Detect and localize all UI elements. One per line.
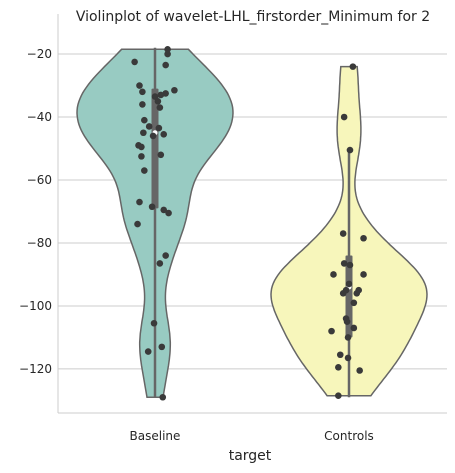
data-point: [335, 364, 342, 371]
data-point: [144, 348, 152, 355]
data-point: [131, 58, 138, 66]
y-tick-label: −120: [19, 362, 52, 376]
data-point: [360, 234, 367, 242]
data-point: [136, 198, 143, 206]
y-tick-label: −60: [27, 173, 52, 187]
data-point: [346, 261, 354, 269]
data-point: [164, 46, 171, 53]
data-point: [330, 271, 337, 278]
data-point: [349, 63, 357, 70]
x-axis-label: target: [229, 448, 272, 464]
data-point: [356, 367, 363, 374]
data-point: [141, 167, 148, 174]
data-point: [139, 101, 146, 108]
data-point: [155, 124, 163, 132]
data-point: [140, 129, 147, 137]
data-point: [165, 209, 172, 217]
data-point: [156, 260, 164, 267]
data-point: [343, 318, 351, 325]
y-tick-label: −100: [19, 299, 52, 313]
data-point: [345, 280, 353, 288]
axes-spines: [57, 14, 447, 414]
data-point: [158, 343, 166, 351]
data-point: [136, 82, 143, 89]
data-point: [328, 327, 335, 335]
data-point: [134, 220, 141, 228]
data-point: [171, 86, 178, 94]
data-point: [141, 116, 148, 124]
data-point: [339, 290, 347, 297]
data-point: [353, 290, 361, 297]
data-point: [340, 260, 348, 267]
data-point: [336, 351, 344, 359]
data-point: [157, 91, 165, 99]
data-point: [344, 354, 352, 362]
strip-points: [131, 46, 367, 401]
data-point: [138, 153, 145, 160]
y-tick-label: −40: [27, 110, 52, 124]
data-point: [150, 319, 158, 327]
x-tick-labels: Baseline Controls: [130, 429, 374, 443]
data-point: [154, 97, 162, 105]
data-point: [145, 123, 153, 130]
y-tick-label: −20: [27, 47, 52, 61]
data-point: [350, 299, 358, 307]
data-point: [157, 151, 165, 159]
x-tick-label: Baseline: [130, 429, 181, 443]
y-tick-labels: −120 −100 −80 −60 −40 −20: [19, 47, 52, 376]
data-point: [360, 271, 367, 278]
data-point: [160, 131, 168, 138]
data-point: [138, 143, 145, 151]
data-point: [156, 104, 164, 111]
data-point: [162, 252, 169, 259]
iqr-box-baseline: [151, 88, 159, 209]
data-point: [344, 334, 352, 341]
data-point: [160, 206, 168, 214]
y-tick-label: −80: [27, 236, 52, 250]
data-point: [340, 113, 348, 121]
data-point: [162, 61, 169, 69]
data-point: [148, 203, 156, 211]
data-point: [350, 324, 358, 332]
violins: [76, 48, 428, 399]
data-point: [339, 230, 347, 237]
data-point: [335, 392, 342, 399]
chart-title: Violinplot of wavelet-LHL_firstorder_Min…: [76, 9, 430, 25]
data-point: [149, 132, 157, 140]
data-point: [164, 50, 171, 58]
data-point: [139, 88, 146, 96]
data-point: [151, 93, 159, 100]
data-point: [159, 393, 167, 401]
data-point: [346, 146, 354, 154]
x-tick-label: Controls: [324, 429, 374, 443]
